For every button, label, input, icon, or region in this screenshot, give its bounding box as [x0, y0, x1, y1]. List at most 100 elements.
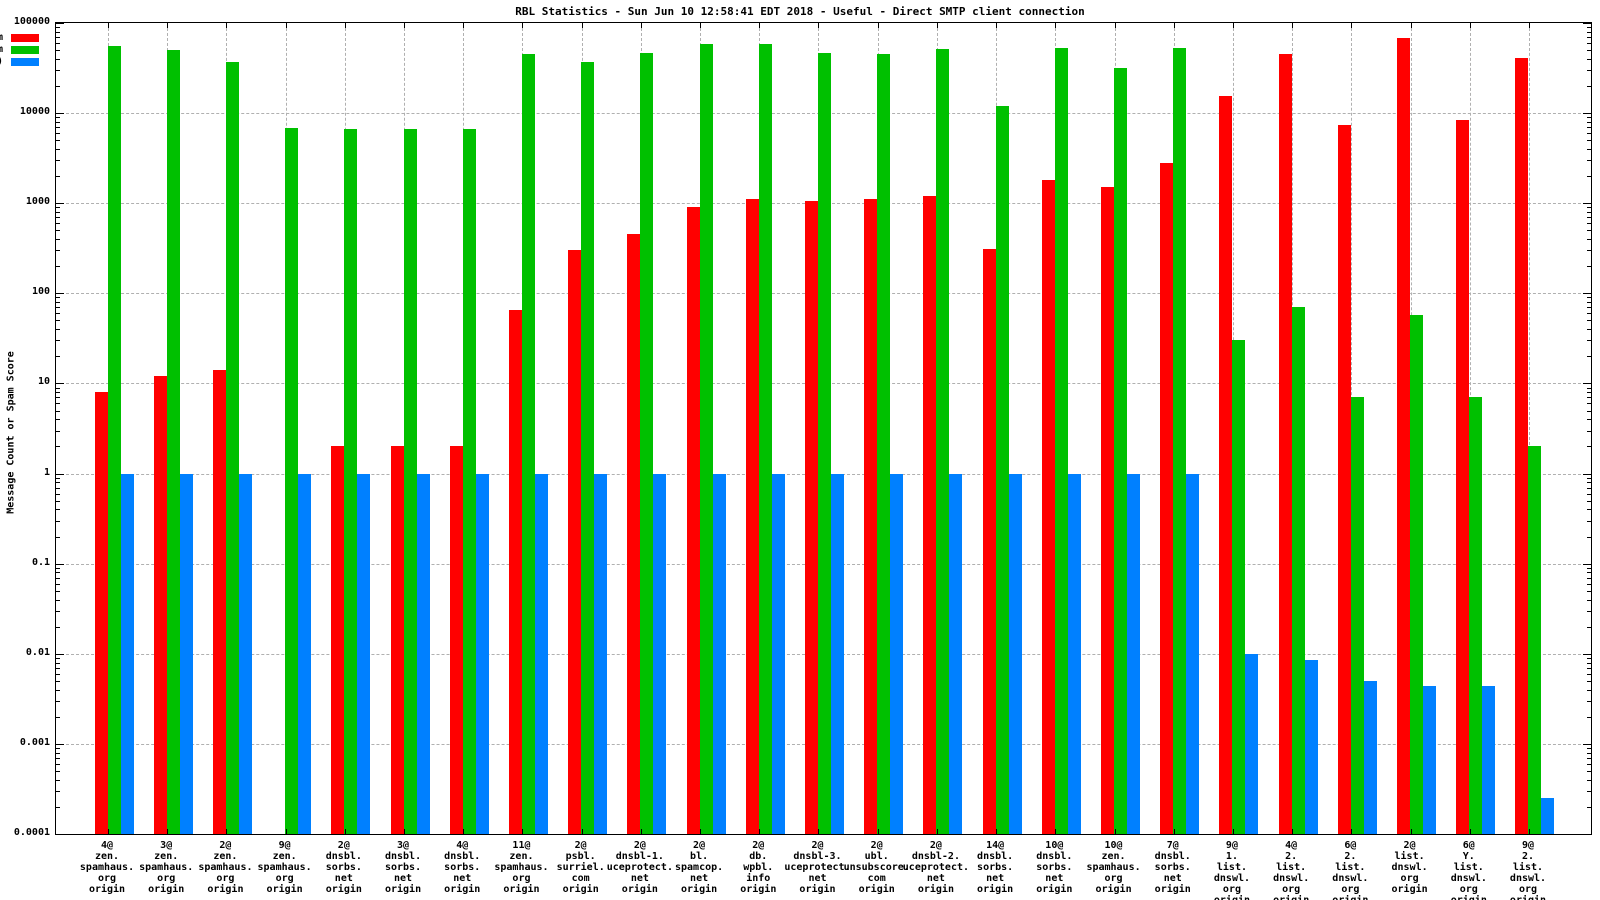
y-minor-tick: [1587, 446, 1591, 448]
y-minor-tick: [1587, 657, 1591, 659]
x-tick-label-line: spamhaus.: [198, 862, 253, 873]
y-minor-tick: [56, 313, 60, 315]
x-tick-label-line: 4@: [100, 840, 114, 851]
x-tick-label-line: 14@: [986, 840, 1005, 851]
y-major-tick: [56, 743, 64, 745]
y-minor-tick: [1587, 211, 1591, 213]
x-tick-label-line: origin: [917, 884, 954, 895]
not-spam-bar: [1041, 180, 1055, 834]
x-tick-label-line: origin: [1391, 884, 1428, 895]
not-spam-bar: [1278, 54, 1292, 834]
x-tick-label-line: net: [1163, 873, 1182, 884]
y-minor-tick: [56, 207, 60, 209]
not-spam-bar: [864, 199, 878, 834]
y-minor-tick: [56, 673, 60, 675]
x-top-tick: [404, 23, 406, 28]
y-tick-label: 10: [37, 376, 50, 388]
x-tick-label-line: spamhaus.: [139, 862, 194, 873]
x-tick-label-line: 3@: [397, 840, 410, 851]
y-major-tick: [1583, 653, 1591, 655]
x-tick-label-line: com: [571, 873, 590, 884]
y-minor-tick: [56, 520, 60, 522]
x-tick-label-line: org: [1282, 884, 1301, 895]
x-tick-label-line: net: [690, 873, 709, 884]
x-tick-label-line: org: [1222, 884, 1241, 895]
x-tick-label-line: spamhaus.: [494, 862, 549, 873]
y-minor-tick: [56, 121, 60, 123]
not-spam-bar: [94, 392, 108, 834]
legend-swatch: [11, 46, 39, 54]
y-major-tick: [56, 563, 64, 565]
x-tick-label-line: 2@: [633, 840, 646, 851]
x-bottom-tick: [344, 829, 346, 834]
x-tick-label-line: 3@: [160, 840, 173, 851]
x-bottom-tick: [1528, 829, 1530, 834]
x-tick-label-line: org: [1518, 884, 1538, 895]
y-minor-tick: [56, 36, 60, 38]
x-tick-label-line: sorbs.: [977, 862, 1014, 873]
x-tick-label-line: 6@: [1344, 840, 1357, 851]
score-0-1--bar: [179, 473, 193, 834]
x-tick-label-line: origin: [444, 884, 481, 895]
not-spam-bar: [153, 376, 167, 834]
y-minor-tick: [1587, 36, 1591, 38]
score-0-1--bar: [1127, 473, 1141, 834]
y-minor-tick: [1587, 806, 1591, 808]
x-tick-label-line: 2.: [1285, 851, 1298, 862]
y-minor-tick: [56, 610, 60, 612]
score-0-1--bar: [1304, 660, 1318, 834]
x-tick-label-line: 2@: [693, 840, 706, 851]
y-minor-tick: [1587, 320, 1591, 322]
y-major-tick: [56, 113, 64, 115]
x-tick-label-line: org: [1104, 873, 1123, 884]
x-tick-label-line: sorbs.: [325, 862, 362, 873]
x-top-tick: [1114, 23, 1116, 28]
y-tick-label: 0.001: [19, 736, 50, 748]
y-minor-tick: [56, 320, 60, 322]
x-tick-label-line: dnswl.: [1509, 873, 1547, 884]
y-minor-tick: [1587, 748, 1591, 749]
x-tick-label-line: dnsbl.: [1154, 851, 1191, 862]
spam-bar: [1291, 307, 1305, 834]
y-minor-tick: [56, 50, 60, 52]
y-minor-tick: [56, 410, 60, 412]
x-tick-label: 2@ list. dnswl. org origin: [1365, 840, 1455, 895]
y-minor-tick: [1587, 217, 1591, 219]
y-minor-tick: [1587, 430, 1591, 432]
y-minor-tick: [1587, 662, 1591, 664]
y-minor-tick: [1587, 626, 1591, 628]
x-tick-label-line: origin: [503, 884, 540, 895]
x-tick-label-line: origin: [799, 884, 836, 895]
x-bottom-tick: [167, 829, 169, 834]
y-minor-tick: [56, 31, 60, 33]
y-minor-tick: [56, 250, 60, 252]
x-bottom-tick: [640, 829, 642, 834]
x-top-tick: [108, 23, 109, 28]
y-minor-tick: [56, 430, 60, 432]
x-top-tick: [759, 23, 761, 28]
y-minor-tick: [56, 599, 60, 601]
x-tick-label-line: dnsbl.: [977, 851, 1014, 862]
x-tick-label-line: spamcop.: [674, 862, 724, 873]
y-minor-tick: [56, 340, 60, 342]
y-minor-tick: [1587, 757, 1591, 759]
y-tick-label: 10000: [19, 106, 50, 118]
x-bottom-tick: [1292, 829, 1294, 834]
y-minor-tick: [56, 757, 60, 759]
y-minor-tick: [1587, 791, 1591, 792]
x-bottom-tick: [996, 829, 998, 834]
x-tick-label: 3@ dnsbl. sorbs. net origin: [358, 840, 448, 895]
x-tick-label-line: origin: [1483, 895, 1573, 900]
x-tick-label-line: 2@: [929, 840, 942, 851]
x-tick-label-line: list.: [1394, 851, 1425, 862]
y-minor-tick: [1587, 160, 1591, 162]
spam-bar: [285, 127, 299, 834]
x-tick-label-line: origin: [1246, 895, 1336, 900]
y-minor-tick: [1587, 27, 1591, 29]
x-tick-label-line: origin: [325, 884, 362, 895]
y-major-tick: [1583, 23, 1591, 24]
x-tick-label-line: origin: [1154, 884, 1191, 895]
x-tick-label: 14@ dnsbl. sorbs. net origin: [950, 840, 1040, 895]
